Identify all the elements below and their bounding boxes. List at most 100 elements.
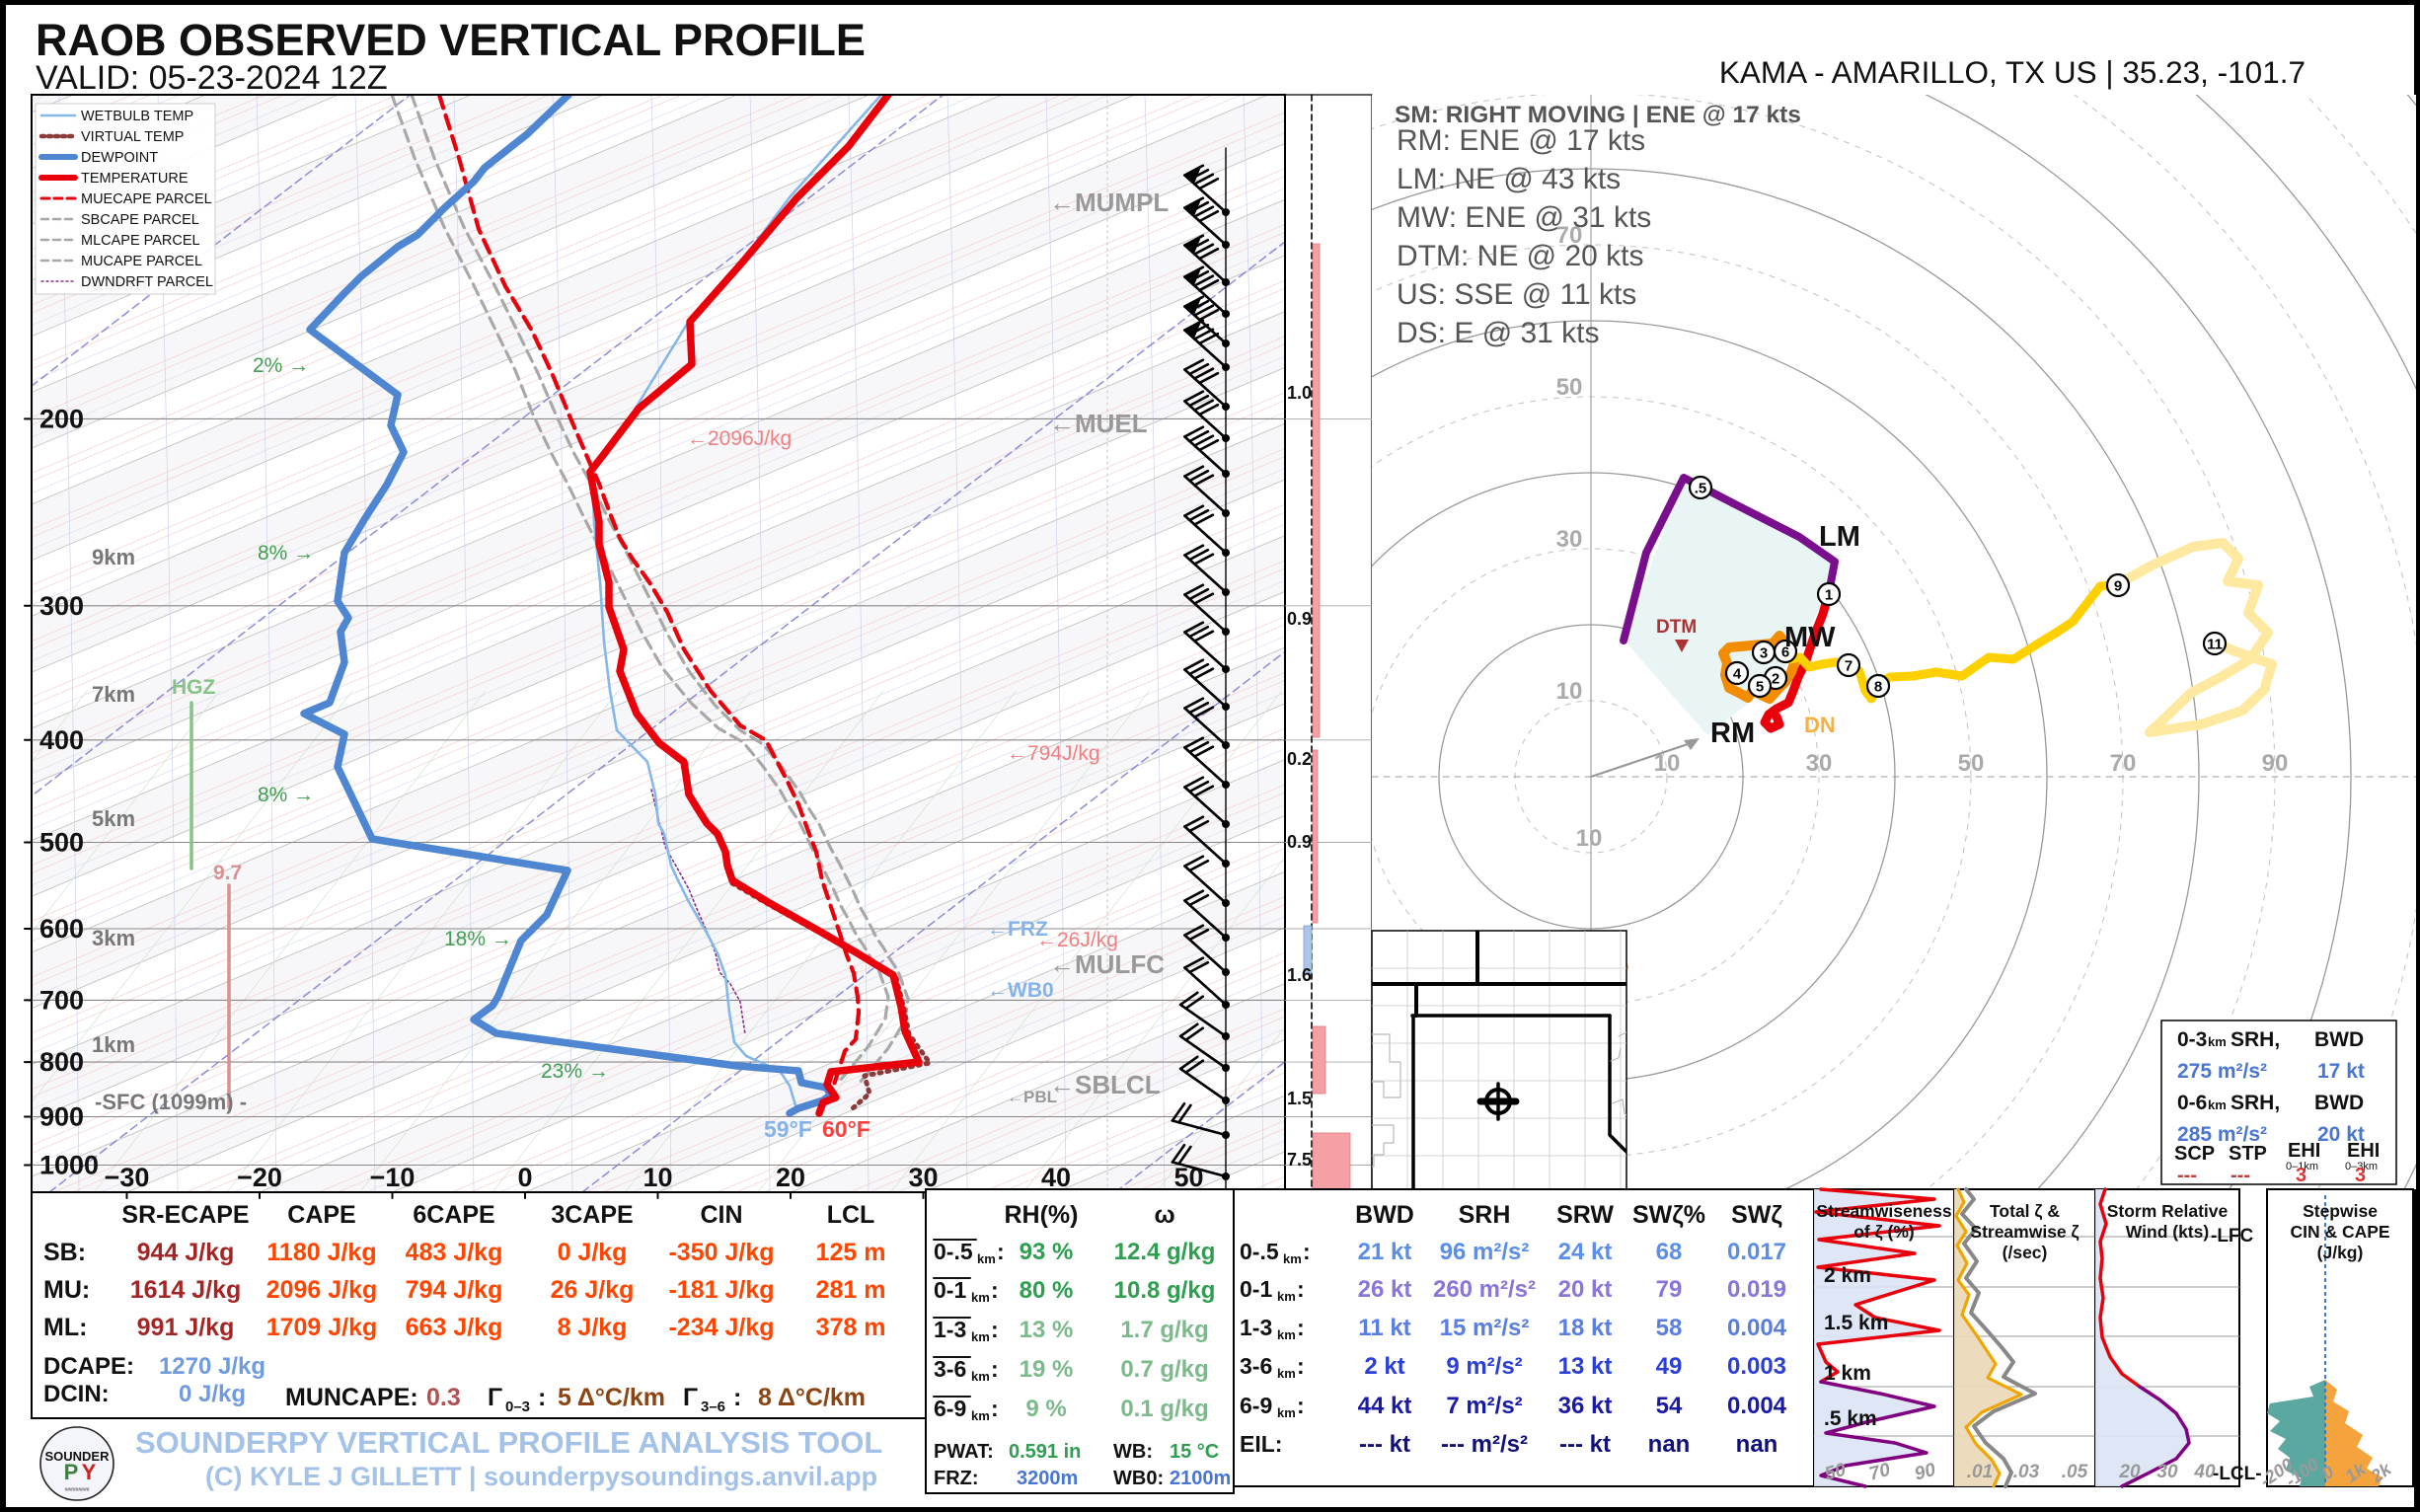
svg-text:←2096J/kg: ←2096J/kg [687,427,792,450]
svg-text:3CAPE: 3CAPE [551,1201,633,1229]
svg-text:1.7 g/kg: 1.7 g/kg [1120,1317,1208,1343]
svg-text:1.5: 1.5 [1287,1089,1312,1108]
svg-text:.05: .05 [2062,1462,2088,1482]
svg-text:US: SSE @ 11 kts: US: SSE @ 11 kts [1397,278,1636,311]
svg-text:SM: RIGHT MOVING | ENE @ 17 kt: SM: RIGHT MOVING | ENE @ 17 kts [1395,102,1801,128]
svg-text:15 °C: 15 °C [1170,1441,1219,1463]
svg-text:MU:: MU: [43,1276,90,1304]
svg-text:26 J/kg: 26 J/kg [551,1276,635,1304]
svg-text:←26J/kg: ←26J/kg [1036,929,1118,951]
svg-text:3–6: 3–6 [701,1399,725,1415]
svg-text:79: 79 [1656,1276,1683,1303]
svg-text:13 %: 13 % [1020,1317,1074,1343]
svg-text:-234 J/kg: -234 J/kg [668,1314,774,1341]
svg-text:40: 40 [2193,1462,2216,1482]
svg-text:DN: DN [1804,713,1836,737]
svg-text:0–3: 0–3 [505,1399,530,1415]
svg-text:8: 8 [1874,679,1882,696]
svg-text:2 km: 2 km [1824,1264,1871,1287]
svg-text:km: km [977,1251,996,1266]
svg-text:0-6: 0-6 [2177,1092,2207,1114]
svg-text:.5: .5 [1695,481,1707,497]
svg-text:MUECAPE PARCEL: MUECAPE PARCEL [81,191,212,207]
svg-text:90: 90 [2262,750,2289,777]
svg-text:ML:: ML: [43,1314,87,1341]
svg-text:Total ζ &: Total ζ & [1990,1201,2060,1222]
svg-text:DEWPOINT: DEWPOINT [81,150,158,166]
svg-text:MLCAPE PARCEL: MLCAPE PARCEL [81,233,200,249]
svg-text:0.7 g/kg: 0.7 g/kg [1120,1356,1208,1383]
svg-text:SRH,: SRH, [2231,1092,2280,1114]
svg-text:21 kt: 21 kt [1358,1239,1412,1265]
svg-text:991 J/kg: 991 J/kg [137,1314,235,1341]
svg-text:600: 600 [39,914,84,944]
svg-text:.5 km: .5 km [1824,1407,1877,1430]
svg-text:6-9: 6-9 [1240,1393,1272,1418]
svg-text:17 kt: 17 kt [2317,1060,2365,1083]
svg-text:-181 J/kg: -181 J/kg [668,1276,774,1304]
svg-text:30: 30 [1556,526,1583,553]
svg-text:Storm Relative: Storm Relative [2107,1201,2229,1221]
svg-text::: : [538,1384,546,1411]
svg-text:285 m²/s²: 285 m²/s² [2177,1123,2267,1146]
svg-text:0.017: 0.017 [1727,1239,1786,1265]
svg-text:96 m²/s²: 96 m²/s² [1440,1239,1530,1265]
svg-text:0-1: 0-1 [1240,1276,1272,1302]
svg-text:80 %: 80 % [1020,1277,1074,1304]
svg-text:9 m²/s²: 9 m²/s² [1446,1353,1522,1380]
svg-text:-LFC: -LFC [2211,1226,2254,1247]
svg-text:0.9: 0.9 [1287,609,1312,629]
svg-text:1.0: 1.0 [1287,383,1312,403]
svg-text:500: 500 [39,828,84,858]
svg-text:SCP: SCP [2174,1143,2215,1165]
svg-text:-LCL-: -LCL- [2213,1464,2262,1484]
svg-text:←WB0: ←WB0 [987,979,1054,1002]
svg-text:6: 6 [1781,644,1789,661]
svg-text:944 J/kg: 944 J/kg [137,1239,235,1266]
svg-text:20 kt: 20 kt [2317,1123,2365,1146]
svg-text:12.4 g/kg: 12.4 g/kg [1114,1239,1216,1265]
svg-text:WB:: WB: [1113,1441,1153,1463]
svg-text:5: 5 [1756,679,1764,696]
svg-text:26 kt: 26 kt [1358,1276,1412,1303]
svg-text:18% →: 18% → [444,928,512,950]
svg-text:200: 200 [39,404,84,433]
svg-text:3-6: 3-6 [1240,1353,1272,1379]
svg-text:3: 3 [1760,645,1768,662]
svg-text:km: km [1277,1289,1296,1304]
svg-text:44 kt: 44 kt [1358,1393,1412,1419]
svg-text:VALID: 05-23-2024 12Z: VALID: 05-23-2024 12Z [36,59,388,97]
svg-text:#########: ######### [64,1487,89,1493]
svg-text:58: 58 [1656,1315,1683,1341]
svg-text:km: km [2208,1097,2227,1112]
svg-text:km: km [1277,1366,1296,1381]
svg-text:0.2: 0.2 [1287,749,1312,769]
svg-text:km: km [1277,1405,1296,1420]
svg-text:SRH: SRH [1459,1201,1511,1229]
svg-text:125 m: 125 m [816,1239,886,1266]
svg-text:15 m²/s²: 15 m²/s² [1440,1315,1530,1341]
svg-text:54: 54 [1656,1393,1683,1419]
svg-text:MW: MW [1784,622,1836,653]
svg-text:−10: −10 [370,1163,416,1192]
svg-text:EHI: EHI [2288,1140,2320,1162]
svg-text:Γ: Γ [488,1384,502,1411]
svg-text:1270 J/kg: 1270 J/kg [159,1353,265,1380]
svg-text:-350 J/kg: -350 J/kg [668,1239,774,1266]
svg-text:3: 3 [2296,1165,2307,1186]
svg-text:RM: ENE @ 17 kts: RM: ENE @ 17 kts [1397,124,1645,157]
svg-text:7.5: 7.5 [1287,1150,1312,1170]
svg-text::: : [1297,1276,1305,1302]
svg-text:8 Δ°C/km: 8 Δ°C/km [758,1384,866,1411]
svg-text:DS: E @ 31 kts: DS: E @ 31 kts [1397,317,1600,349]
svg-text:7km: 7km [92,682,135,707]
svg-text:2% →: 2% → [253,354,309,377]
svg-text:RAOB OBSERVED VERTICAL PROFILE: RAOB OBSERVED VERTICAL PROFILE [36,15,866,65]
svg-text:WETBULB TEMP: WETBULB TEMP [81,109,193,124]
svg-text:CIN: CIN [700,1201,742,1229]
svg-text:3200m: 3200m [1017,1468,1078,1489]
svg-text:2 kt: 2 kt [1364,1353,1404,1380]
svg-text:49: 49 [1656,1353,1683,1380]
svg-text:0 J/kg: 0 J/kg [179,1381,246,1407]
svg-text:km: km [971,1408,990,1423]
